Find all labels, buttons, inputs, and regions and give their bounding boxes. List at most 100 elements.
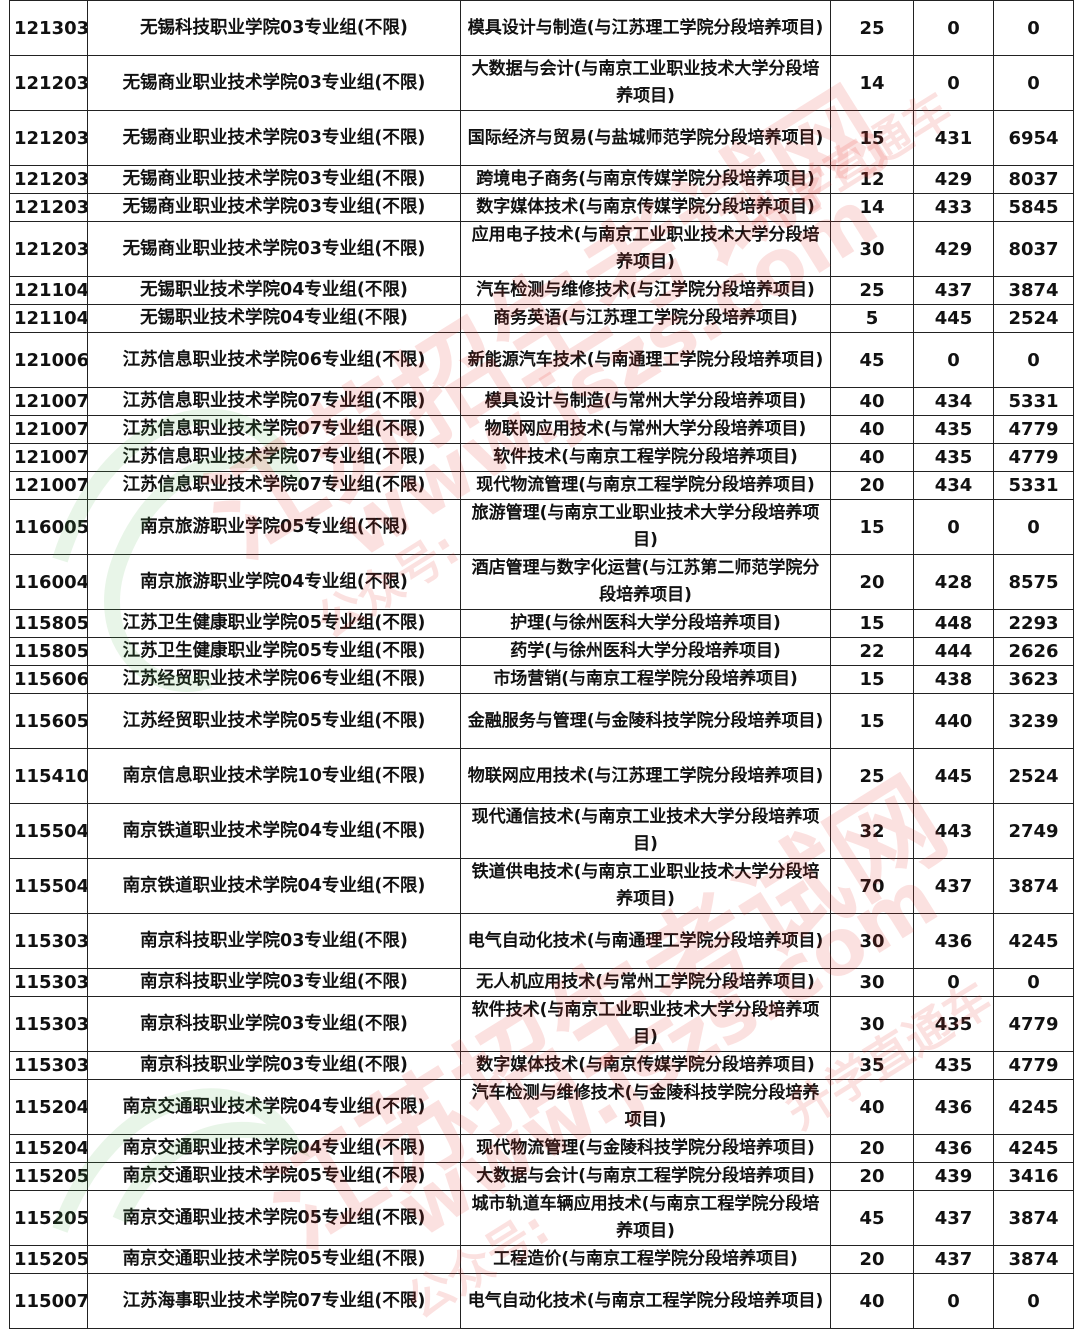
cell-school: 南京铁道职业技术学院04专业组(不限) [87,803,461,859]
cell-rank: 0 [993,968,1074,997]
table-row: 115303 南京科技职业学院03专业组(不限) 数字媒体技术(与南京传媒学院分段培… [9,1051,1074,1080]
cell-plan: 40 [830,415,914,444]
cell-major: 新能源汽车技术(与南通理工学院分段培养项目) [460,332,831,388]
cell-rank: 0 [993,55,1074,111]
cell-rank: 8575 [993,554,1074,610]
cell-school: 南京科技职业学院03专业组(不限) [87,996,461,1052]
cell-code: 121007 [9,415,88,444]
table-row: 121203 无锡商业职业技术学院03专业组(不限) 数字媒体技术(与南京传媒学院分… [9,193,1074,222]
cell-score: 0 [913,499,994,555]
cell-major: 现代物流管理(与南京工程学院分段培养项目) [460,471,831,500]
cell-rank: 2524 [993,748,1074,804]
cell-plan: 30 [830,913,914,969]
cell-rank: 2524 [993,304,1074,333]
cell-major: 旅游管理(与南京工业职业技术大学分段培养项目) [460,499,831,555]
cell-rank: 3623 [993,665,1074,694]
cell-rank: 5331 [993,471,1074,500]
cell-plan: 12 [830,165,914,194]
cell-plan: 5 [830,304,914,333]
cell-plan: 14 [830,55,914,111]
cell-plan: 15 [830,499,914,555]
cell-school: 无锡职业技术学院04专业组(不限) [87,276,461,305]
cell-score: 435 [913,415,994,444]
cell-school: 无锡商业职业技术学院03专业组(不限) [87,193,461,222]
cell-rank: 4245 [993,1134,1074,1163]
cell-major: 汽车检测与维修技术(与江学院分段培养项目) [460,276,831,305]
table-row: 116005 南京旅游职业学院05专业组(不限) 旅游管理(与南京工业职业技术大学分… [9,499,1074,555]
table-row: 115303 南京科技职业学院03专业组(不限) 无人机应用技术(与常州工学院分段培… [9,968,1074,997]
cell-code: 121203 [9,165,88,194]
table-row: 121203 无锡商业职业技术学院03专业组(不限) 应用电子技术(与南京工业职业技… [9,221,1074,277]
cell-plan: 15 [830,609,914,638]
cell-rank: 3874 [993,1190,1074,1246]
cell-score: 0 [913,968,994,997]
cell-school: 南京交通职业技术学院04专业组(不限) [87,1134,461,1163]
cell-school: 南京铁道职业技术学院04专业组(不限) [87,858,461,914]
cell-rank: 6954 [993,110,1074,166]
cell-code: 115605 [9,693,88,749]
table-row: 115410 南京信息职业技术学院10专业组(不限) 物联网应用技术(与江苏理工学院… [9,748,1074,804]
cell-score: 445 [913,304,994,333]
cell-school: 江苏信息职业技术学院07专业组(不限) [87,415,461,444]
cell-plan: 30 [830,996,914,1052]
cell-major: 跨境电子商务(与南京传媒学院分段培养项目) [460,165,831,194]
cell-plan: 40 [830,1079,914,1135]
cell-score: 0 [913,1273,994,1329]
table-row: 115504 南京铁道职业技术学院04专业组(不限) 铁道供电技术(与南京工业职业技… [9,858,1074,914]
table-row: 115303 南京科技职业学院03专业组(不限) 软件技术(与南京工业职业技术大学分… [9,996,1074,1052]
table-row: 115605 江苏经贸职业技术学院05专业组(不限) 金融服务与管理(与金陵科技学院… [9,693,1074,749]
cell-plan: 25 [830,748,914,804]
cell-major: 现代通信技术(与南京工业技术大学分段培养项目) [460,803,831,859]
cell-major: 数字媒体技术(与南京传媒学院分段培养项目) [460,1051,831,1080]
cell-plan: 20 [830,554,914,610]
cell-score: 435 [913,443,994,472]
cell-rank: 2749 [993,803,1074,859]
cell-score: 440 [913,693,994,749]
cell-code: 121104 [9,304,88,333]
cell-rank: 5331 [993,387,1074,416]
cell-score: 0 [913,0,994,56]
cell-code: 115205 [9,1245,88,1274]
cell-score: 436 [913,913,994,969]
cell-rank: 2293 [993,609,1074,638]
table-row: 121104 无锡职业技术学院04专业组(不限) 汽车检测与维修技术(与江学院分段培… [9,276,1074,305]
cell-score: 0 [913,55,994,111]
table-row: 115205 南京交通职业技术学院05专业组(不限) 城市轨道车辆应用技术(与南京工… [9,1190,1074,1246]
table-row: 121203 无锡商业职业技术学院03专业组(不限) 大数据与会计(与南京工业职业技… [9,55,1074,111]
cell-code: 115205 [9,1162,88,1191]
admission-table: 121303 无锡科技职业学院03专业组(不限) 模具设计与制造(与江苏理工学院分段… [9,0,1074,1329]
cell-major: 无人机应用技术(与常州工学院分段培养项目) [460,968,831,997]
cell-major: 数字媒体技术(与南京传媒学院分段培养项目) [460,193,831,222]
cell-school: 南京信息职业技术学院10专业组(不限) [87,748,461,804]
cell-school: 江苏信息职业技术学院06专业组(不限) [87,332,461,388]
cell-rank: 3874 [993,858,1074,914]
cell-score: 439 [913,1162,994,1191]
cell-major: 金融服务与管理(与金陵科技学院分段培养项目) [460,693,831,749]
cell-code: 115303 [9,1051,88,1080]
cell-plan: 40 [830,387,914,416]
cell-major: 汽车检测与维修技术(与金陵科技学院分段培养项目) [460,1079,831,1135]
cell-plan: 15 [830,665,914,694]
cell-score: 429 [913,165,994,194]
cell-school: 江苏经贸职业技术学院06专业组(不限) [87,665,461,694]
cell-major: 模具设计与制造(与常州大学分段培养项目) [460,387,831,416]
cell-score: 437 [913,1190,994,1246]
cell-code: 115504 [9,803,88,859]
cell-code: 121007 [9,387,88,416]
table-row: 121104 无锡职业技术学院04专业组(不限) 商务英语(与江苏理工学院分段培养项… [9,304,1074,333]
cell-plan: 14 [830,193,914,222]
cell-score: 437 [913,276,994,305]
cell-plan: 45 [830,1190,914,1246]
cell-school: 无锡商业职业技术学院03专业组(不限) [87,221,461,277]
table-row: 115805 江苏卫生健康职业学院05专业组(不限) 药学(与徐州医科大学分段培养项… [9,637,1074,666]
cell-school: 南京交通职业技术学院05专业组(不限) [87,1190,461,1246]
cell-major: 护理(与徐州医科大学分段培养项目) [460,609,831,638]
cell-school: 无锡科技职业学院03专业组(不限) [87,0,461,56]
cell-code: 121104 [9,276,88,305]
cell-score: 435 [913,996,994,1052]
cell-school: 无锡商业职业技术学院03专业组(不限) [87,55,461,111]
table-row: 121007 江苏信息职业技术学院07专业组(不限) 现代物流管理(与南京工程学院分… [9,471,1074,500]
cell-code: 115606 [9,665,88,694]
cell-plan: 70 [830,858,914,914]
cell-school: 南京交通职业技术学院05专业组(不限) [87,1245,461,1274]
